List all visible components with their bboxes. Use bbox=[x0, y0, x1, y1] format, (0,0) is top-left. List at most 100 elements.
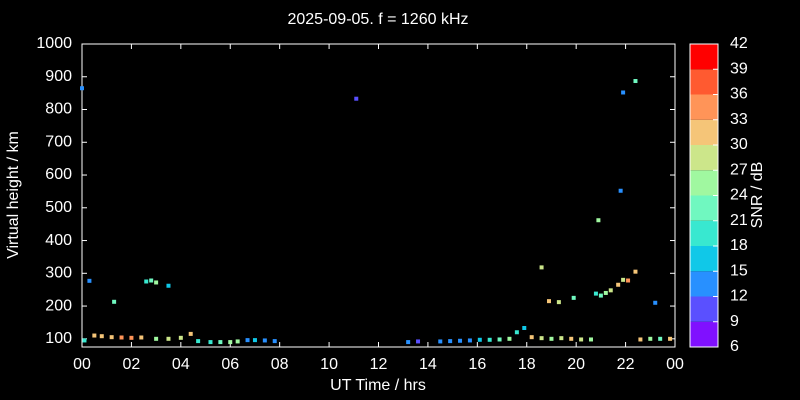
colorbar-tick-label: 36 bbox=[730, 86, 748, 103]
point bbox=[129, 335, 134, 340]
colorbar-tick-label: 6 bbox=[730, 338, 739, 355]
colorbar-tick-label: 33 bbox=[730, 111, 748, 128]
point bbox=[546, 299, 551, 304]
point bbox=[596, 218, 601, 223]
chart-title: 2025-09-05. f = 1260 kHz bbox=[287, 11, 468, 28]
point bbox=[477, 337, 482, 342]
point bbox=[616, 282, 621, 287]
colorbar-tick-label: 12 bbox=[730, 288, 748, 305]
y-tick-label: 500 bbox=[45, 199, 72, 216]
y-tick-label: 800 bbox=[45, 101, 72, 118]
point bbox=[571, 295, 576, 300]
colorbar-band bbox=[690, 296, 718, 322]
y-tick-label: 300 bbox=[45, 265, 72, 282]
colorbar-band bbox=[690, 195, 718, 221]
point bbox=[648, 336, 653, 341]
colorbar-band bbox=[690, 220, 718, 246]
point bbox=[154, 280, 159, 285]
point bbox=[522, 326, 527, 331]
point bbox=[626, 278, 631, 283]
y-tick-label: 600 bbox=[45, 166, 72, 183]
point bbox=[178, 335, 183, 340]
point bbox=[166, 283, 171, 288]
point bbox=[633, 79, 638, 84]
colorbar-band bbox=[690, 145, 718, 171]
colorbar-band bbox=[690, 119, 718, 145]
colorbar-band bbox=[690, 321, 718, 347]
colorbar-band bbox=[690, 94, 718, 120]
plot-frame bbox=[81, 43, 676, 348]
point bbox=[139, 335, 144, 340]
point bbox=[149, 278, 154, 283]
point bbox=[608, 288, 613, 293]
point bbox=[416, 339, 421, 344]
x-tick-label: 22 bbox=[617, 356, 635, 373]
point bbox=[653, 300, 658, 305]
point bbox=[559, 336, 564, 341]
point bbox=[92, 333, 97, 338]
point bbox=[497, 337, 502, 342]
point bbox=[245, 338, 250, 343]
point bbox=[112, 299, 117, 304]
point bbox=[406, 340, 411, 345]
point bbox=[593, 291, 598, 296]
point bbox=[262, 338, 267, 343]
x-tick-label: 08 bbox=[271, 356, 289, 373]
colorbar-band bbox=[690, 246, 718, 272]
point bbox=[166, 336, 171, 341]
point bbox=[588, 337, 593, 342]
colorbar-band bbox=[690, 170, 718, 196]
y-tick-label: 1000 bbox=[36, 35, 72, 52]
point bbox=[514, 330, 519, 335]
x-tick-label: 00 bbox=[666, 356, 684, 373]
point bbox=[621, 277, 626, 282]
point bbox=[82, 338, 87, 343]
colorbar-band bbox=[690, 44, 718, 70]
point bbox=[507, 336, 512, 341]
x-tick-label: 04 bbox=[172, 356, 190, 373]
y-tick-label: 100 bbox=[45, 330, 72, 347]
point bbox=[569, 336, 574, 341]
x-axis-label: UT Time / hrs bbox=[330, 377, 426, 394]
point bbox=[556, 300, 561, 305]
point bbox=[668, 336, 673, 341]
point bbox=[658, 336, 663, 341]
point bbox=[87, 278, 92, 283]
point bbox=[119, 335, 124, 340]
point bbox=[598, 293, 603, 298]
x-tick-label: 14 bbox=[419, 356, 437, 373]
point bbox=[638, 337, 643, 342]
colorbar-tick-label: 39 bbox=[730, 60, 748, 77]
point bbox=[208, 340, 213, 345]
colorbar-band bbox=[690, 69, 718, 95]
point bbox=[621, 90, 626, 95]
colorbar-tick-label: 18 bbox=[730, 237, 748, 254]
y-tick-label: 400 bbox=[45, 232, 72, 249]
colorbar-tick-label: 24 bbox=[730, 187, 748, 204]
point bbox=[448, 339, 453, 344]
colorbar-tick-label: 21 bbox=[730, 212, 748, 229]
colorbar-label: SNR / dB bbox=[749, 162, 766, 229]
point bbox=[154, 336, 159, 341]
point bbox=[252, 338, 257, 343]
point bbox=[99, 334, 104, 339]
y-axis-label: Virtual height / km bbox=[5, 131, 22, 259]
point bbox=[109, 335, 114, 340]
point bbox=[235, 339, 240, 344]
point bbox=[633, 269, 638, 274]
x-tick-label: 16 bbox=[468, 356, 486, 373]
colorbar-tick-label: 30 bbox=[730, 136, 748, 153]
x-tick-label: 20 bbox=[567, 356, 585, 373]
point bbox=[80, 86, 84, 91]
point bbox=[458, 338, 463, 343]
colorbar-tick-label: 42 bbox=[730, 35, 748, 52]
y-tick-label: 200 bbox=[45, 297, 72, 314]
y-tick-label: 700 bbox=[45, 133, 72, 150]
x-tick-label: 00 bbox=[73, 356, 91, 373]
point bbox=[618, 188, 623, 193]
x-tick-label: 06 bbox=[221, 356, 239, 373]
point bbox=[354, 96, 359, 101]
colorbar-tick-label: 9 bbox=[730, 313, 739, 330]
point bbox=[549, 336, 554, 341]
